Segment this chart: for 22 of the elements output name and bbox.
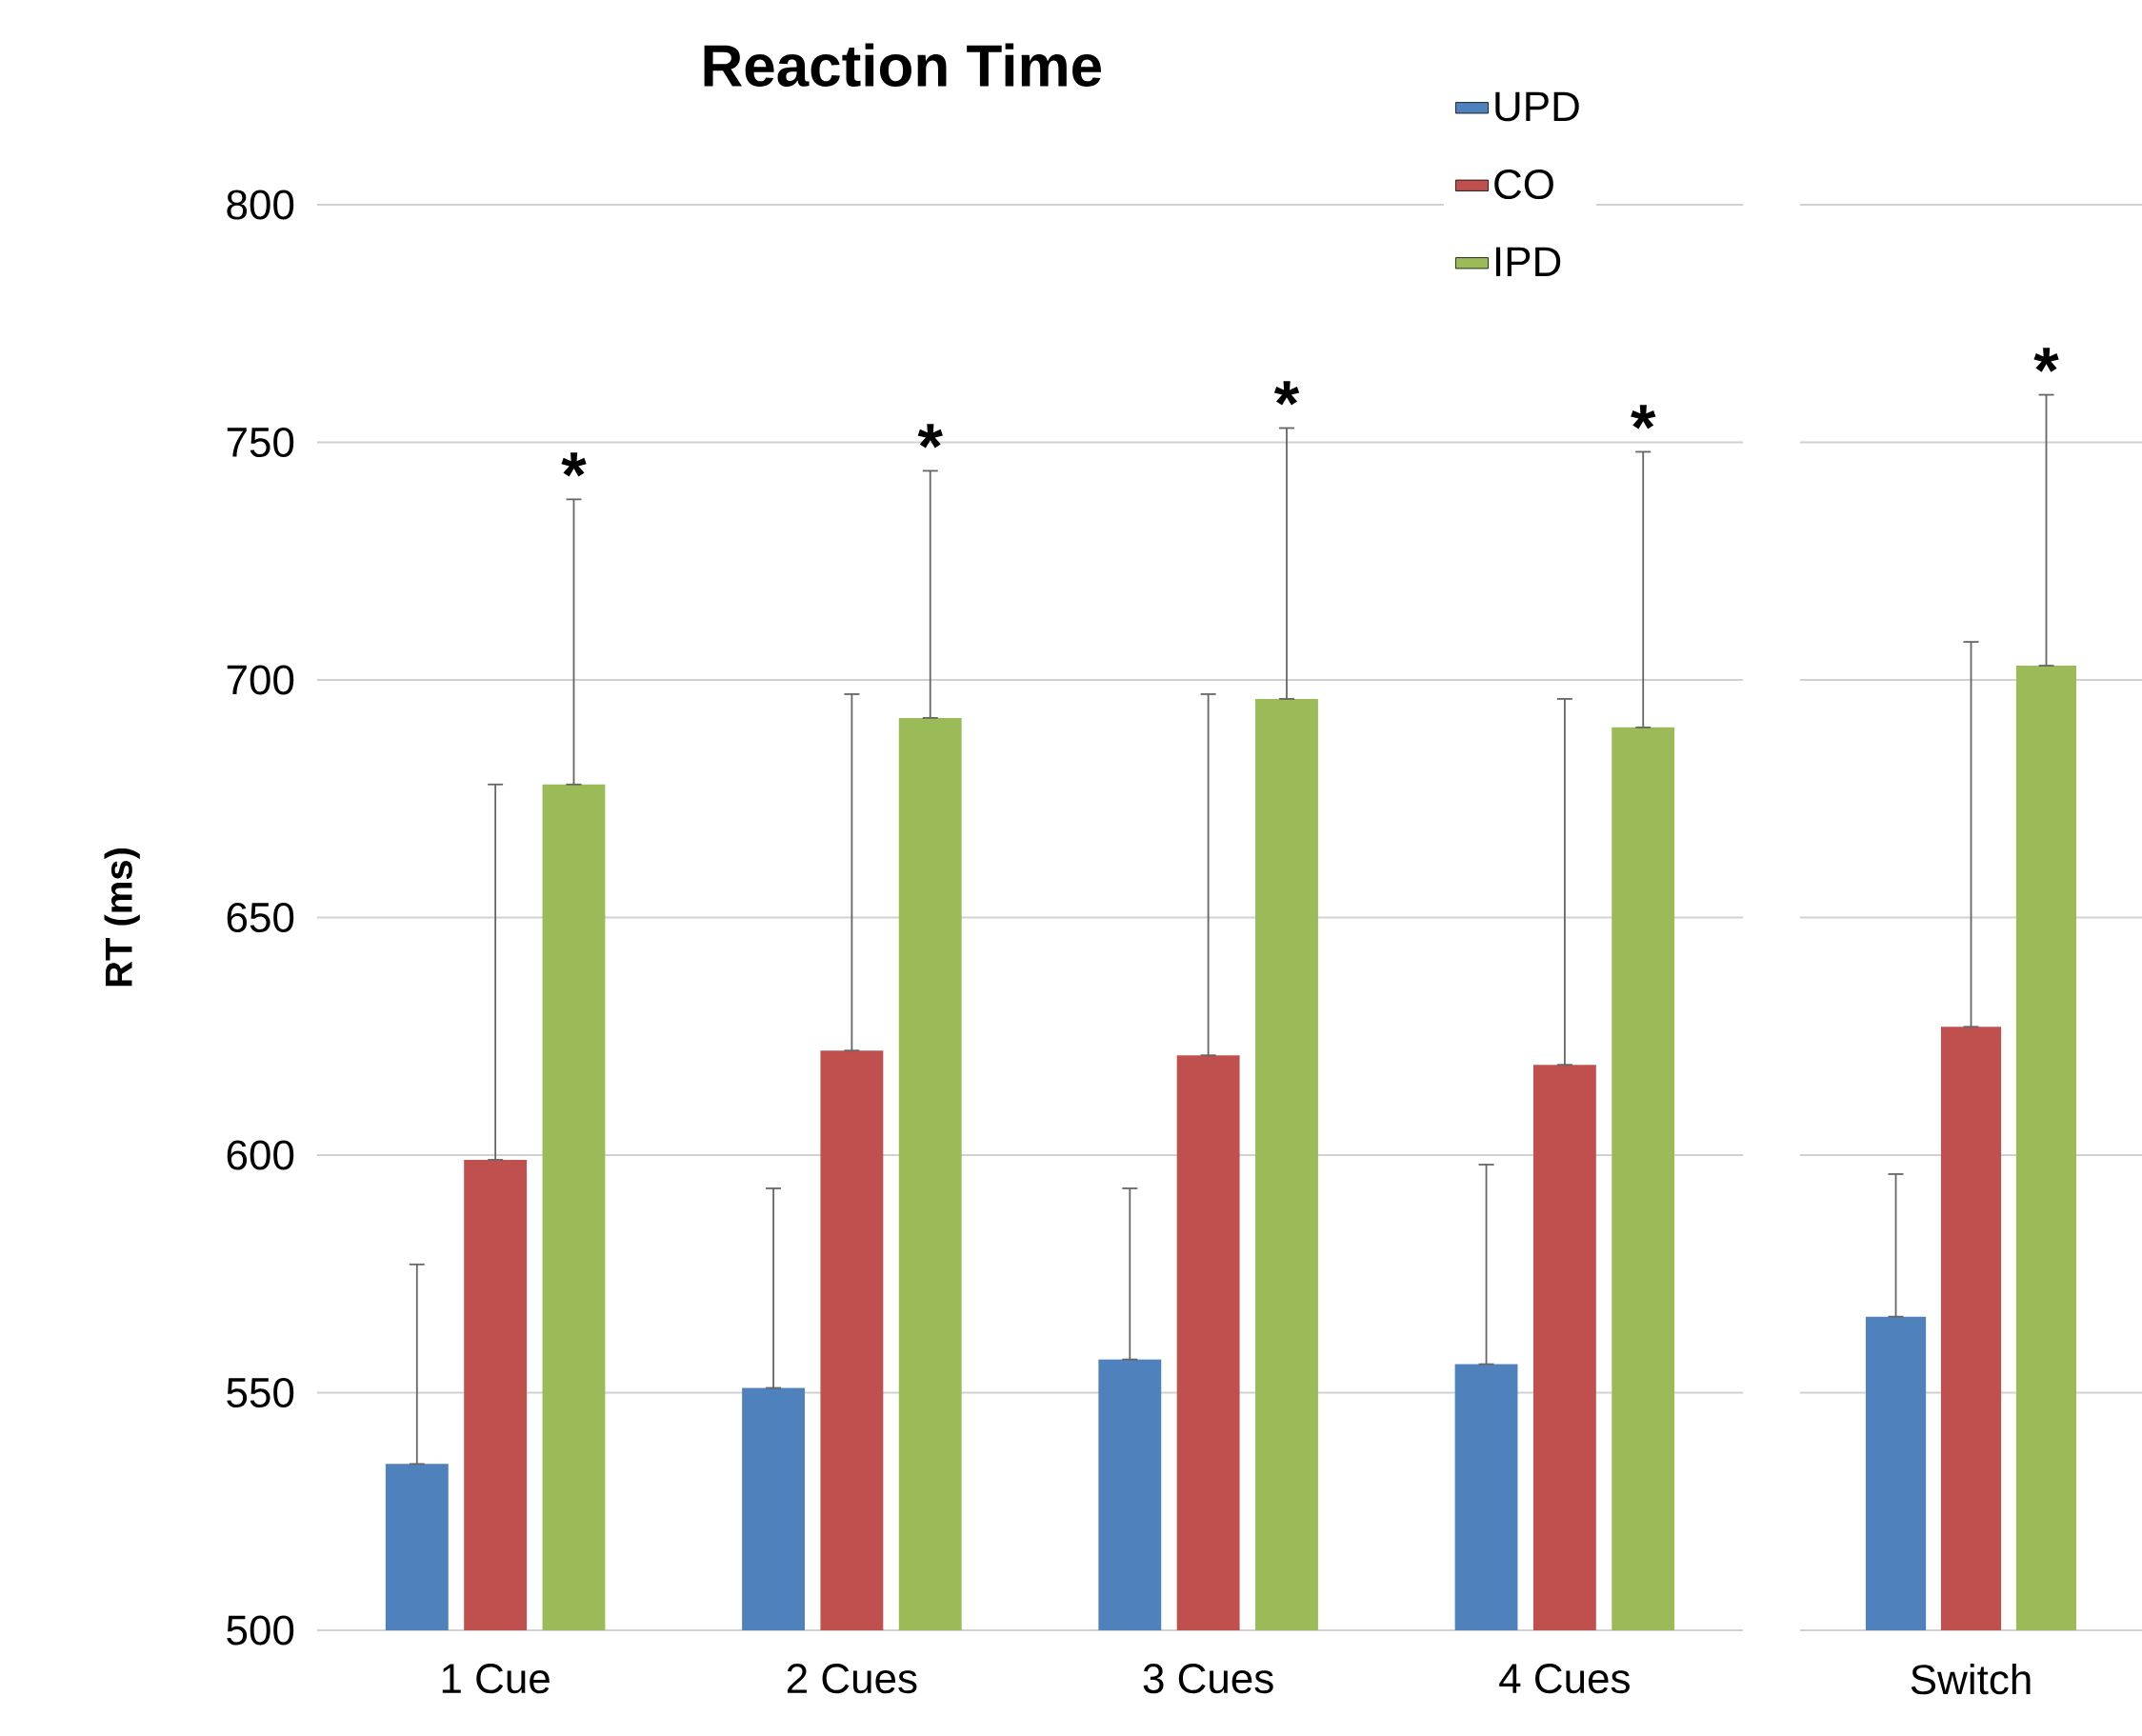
x-tick-label: 4 Cues — [1499, 1664, 1630, 1694]
y-tick-label: 750 — [227, 427, 294, 458]
y-axis-title: RT (ms) — [104, 848, 140, 987]
annotation: * — [561, 452, 587, 477]
annotation: * — [917, 424, 943, 449]
annotation: * — [2033, 348, 2059, 372]
legend-label: IPD — [1496, 247, 1561, 276]
x-tick-label: 2 Cues — [787, 1664, 917, 1694]
legend-label: CO — [1494, 169, 1553, 200]
x-tick-label: 3 Cues — [1143, 1664, 1273, 1694]
chart-title: Reaction Time — [704, 43, 1102, 87]
x-tick-label: 1 Cue — [442, 1664, 550, 1694]
x-tick-label: Switch — [1911, 1664, 2031, 1695]
annotation: * — [1273, 381, 1300, 406]
y-tick-label: 500 — [227, 1615, 294, 1646]
y-tick-label: 800 — [227, 190, 294, 220]
annotation: * — [1631, 405, 1656, 429]
y-tick-label: 700 — [227, 665, 294, 695]
y-tick-label: 550 — [227, 1377, 294, 1408]
y-tick-label: 650 — [227, 902, 294, 933]
legend-label: UPD — [1495, 91, 1579, 122]
y-tick-label: 600 — [227, 1140, 294, 1170]
